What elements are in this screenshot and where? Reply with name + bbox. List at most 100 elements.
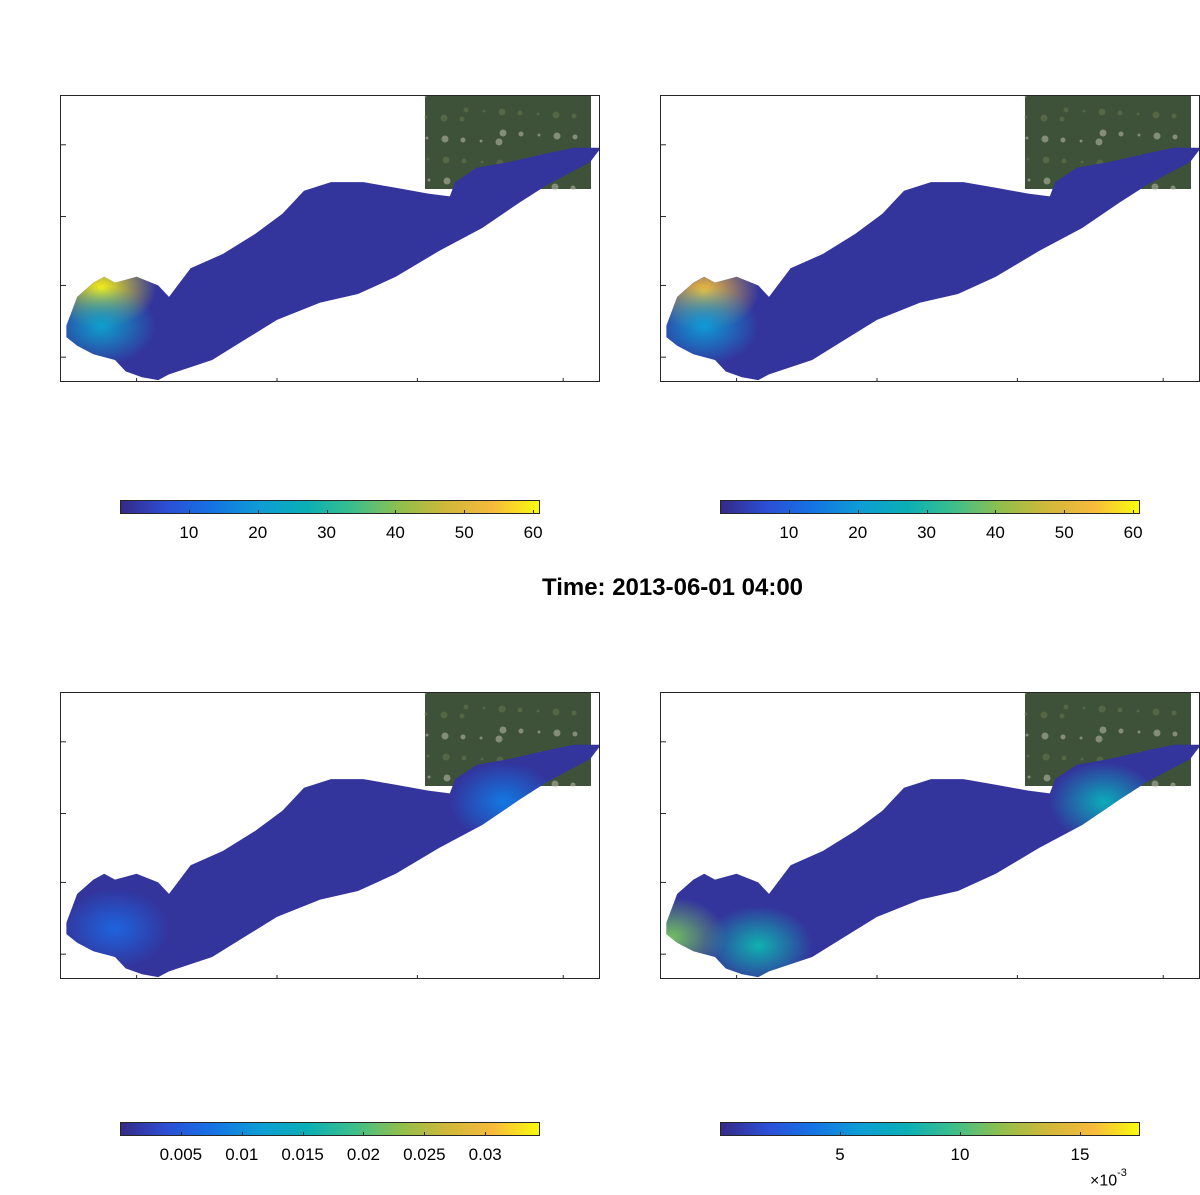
satellite-speckle — [441, 732, 449, 740]
satellite-speckle — [482, 706, 486, 710]
colorbar-tick — [485, 1132, 487, 1136]
satellite-speckle — [427, 178, 431, 182]
colorbar-tick — [326, 510, 328, 514]
lake-map — [661, 693, 1199, 978]
satellite-speckle — [423, 693, 427, 695]
satellite-speckle — [1095, 138, 1103, 146]
satellite-speckle — [1117, 707, 1123, 713]
satellite-speckle — [1040, 114, 1048, 122]
satellite-speckle — [1043, 177, 1051, 185]
satellite-speckle — [1026, 754, 1030, 758]
satellite-speckle — [552, 708, 560, 716]
lake-map — [661, 96, 1199, 381]
colorbar-tick-label: 60 — [523, 523, 543, 542]
satellite-speckle — [1059, 713, 1065, 719]
colorbar-tick — [857, 510, 859, 514]
satellite-speckle — [424, 712, 428, 716]
satellite-speckle — [553, 132, 561, 140]
map-panel-top-right — [660, 95, 1200, 382]
satellite-speckle — [1170, 782, 1176, 788]
satellite-speckle — [495, 138, 503, 146]
colorbar-tick — [995, 510, 997, 514]
satellite-speckle — [459, 713, 465, 719]
satellite-speckle — [1027, 775, 1031, 779]
satellite-speckle — [570, 782, 576, 788]
satellite-speckle — [1059, 116, 1065, 122]
satellite-speckle — [480, 757, 484, 761]
satellite-speckle — [518, 131, 524, 137]
colorbar-tick — [1080, 1132, 1081, 1136]
exponent-label: -3 — [1117, 1167, 1127, 1179]
colorbar-tick-label: 0.03 — [468, 1145, 502, 1164]
colorbar-tick-label: 0.005 — [159, 1145, 203, 1164]
satellite-speckle — [498, 108, 506, 116]
satellite-speckle — [1042, 156, 1050, 164]
colorbar-tick-label: 10 — [950, 1145, 970, 1164]
satellite-speckle — [463, 107, 469, 113]
satellite-speckle — [1152, 708, 1160, 716]
satellite-speckle — [1099, 129, 1107, 137]
colorbar-tick — [363, 1132, 365, 1136]
satellite-speckle — [1023, 693, 1027, 695]
satellite-speckle — [442, 156, 450, 164]
colorbar-tick-label: 40 — [385, 523, 405, 542]
colorbar-tick — [241, 1132, 243, 1136]
satellite-speckle — [1063, 704, 1069, 710]
satellite-speckle — [1117, 110, 1123, 116]
satellite-speckle — [1024, 712, 1028, 716]
colorbar-tick — [960, 1132, 961, 1136]
colorbar-tick — [840, 1132, 841, 1136]
satellite-speckle — [570, 185, 576, 191]
satellite-speckle — [1137, 133, 1141, 137]
satellite-speckle — [1118, 728, 1124, 734]
satellite-speckle — [1153, 729, 1161, 737]
satellite-speckle — [1118, 131, 1124, 137]
colorbar-tick — [257, 510, 259, 514]
satellite-speckle — [1099, 726, 1107, 734]
colorbar-tick — [788, 510, 790, 514]
satellite-speckle — [499, 726, 507, 734]
satellite-speckle — [495, 735, 503, 743]
satellite-speckle — [552, 111, 560, 119]
colorbar-bottom-right — [720, 1122, 1140, 1136]
satellite-speckle — [553, 729, 561, 737]
colorbar-tick — [1133, 510, 1135, 514]
satellite-speckle — [1025, 733, 1029, 737]
satellite-speckle — [1153, 132, 1161, 140]
satellite-speckle — [1172, 731, 1178, 737]
satellite-speckle — [571, 113, 577, 119]
satellite-speckle — [1060, 734, 1066, 740]
colorbar-tick-label: 20 — [848, 523, 868, 542]
map-panel-bottom-right — [660, 692, 1200, 979]
satellite-speckle — [1151, 183, 1159, 191]
colorbar-tick-label: 0.01 — [225, 1145, 259, 1164]
satellite-speckle — [423, 96, 427, 98]
satellite-speckle — [1061, 755, 1067, 761]
satellite-speckle — [1042, 753, 1050, 761]
colorbar-tick-label: 50 — [454, 523, 474, 542]
satellite-speckle — [443, 774, 451, 782]
satellite-speckle — [1043, 774, 1051, 782]
colorbar-tick — [180, 1132, 182, 1136]
satellite-speckle — [517, 707, 523, 713]
satellite-speckle — [459, 116, 465, 122]
satellite-speckle — [463, 704, 469, 710]
colorbar-tick — [926, 510, 928, 514]
satellite-speckle — [443, 177, 451, 185]
colorbar-tick-label: 60 — [1123, 523, 1143, 542]
concentration-hotspot — [703, 905, 814, 978]
concentration-hotspot — [448, 762, 559, 843]
colorbar-tick-label: 5 — [835, 1145, 845, 1164]
colorbar-tick — [1064, 510, 1066, 514]
satellite-speckle — [1136, 112, 1140, 116]
satellite-speckle — [1152, 111, 1160, 119]
satellite-speckle — [536, 709, 540, 713]
satellite-speckle — [1151, 780, 1159, 788]
satellite-speckle — [1023, 96, 1027, 98]
satellite-speckle — [480, 160, 484, 164]
satellite-speckle — [1098, 705, 1106, 713]
satellite-speckle — [1041, 135, 1049, 143]
colorbar-tick — [424, 1132, 426, 1136]
satellite-speckle — [424, 115, 428, 119]
colorbar-tick-label: 10 — [179, 523, 199, 542]
